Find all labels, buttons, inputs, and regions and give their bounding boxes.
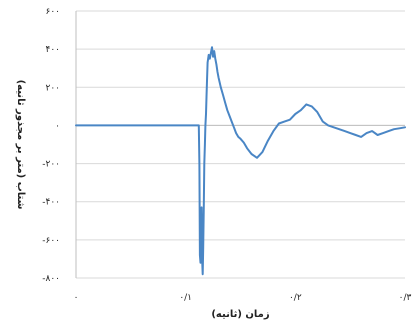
y-tick-label: ۶۰۰: [45, 7, 60, 17]
x-tick-label: ۰/۲: [289, 293, 302, 303]
y-axis-title: شتاب (متر بر مجذور ثانیه): [15, 80, 26, 210]
series-line-0: [75, 46, 406, 276]
y-tick-label: -۸۰۰: [42, 274, 60, 284]
y-tick-label: ۰: [55, 121, 60, 131]
axes: [75, 11, 405, 278]
y-tick-label: ۴۰۰: [45, 45, 60, 55]
y-tick-labels: ۶۰۰ ۴۰۰ ۲۰۰ ۰ -۲۰۰ -۴۰۰ -۶۰۰ -۸۰۰: [42, 7, 60, 284]
y-tick-label: -۲۰۰: [42, 160, 60, 170]
x-tick-label: ۰: [74, 293, 79, 303]
series-layer: [75, 46, 406, 276]
y-tick-label: -۶۰۰: [42, 236, 60, 246]
x-tick-label: ۰/۱: [179, 293, 192, 303]
x-tick-label: ۰/۳: [399, 293, 412, 303]
y-tick-label: ۲۰۰: [45, 83, 60, 93]
x-tick-labels: ۰ ۰/۱ ۰/۲ ۰/۳: [74, 293, 412, 303]
gridlines: [76, 10, 405, 279]
y-tick-label: -۴۰۰: [42, 198, 60, 208]
x-axis-title: زمان (ثانیه): [211, 309, 270, 320]
